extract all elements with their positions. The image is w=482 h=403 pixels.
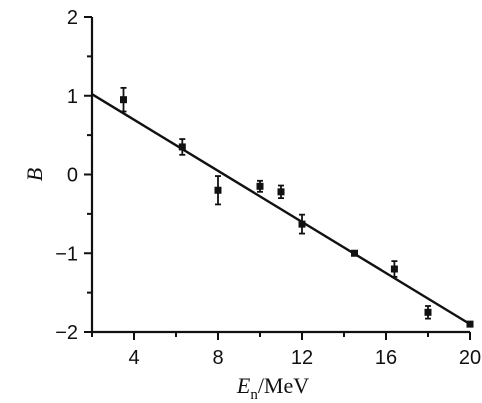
- data-point-group: [351, 249, 358, 257]
- data-point: [178, 143, 186, 151]
- data-points: [120, 86, 474, 328]
- x-axis-label-subscript: n: [250, 387, 258, 403]
- tick-labels: 2 1 0 −1 −2 4 8 12 16 20: [55, 7, 481, 369]
- data-point: [298, 220, 306, 228]
- data-point: [466, 320, 474, 328]
- y-tick-label: 1: [67, 86, 78, 108]
- y-tick-label: −1: [55, 243, 78, 265]
- x-axis-label-unit: /MeV: [258, 373, 309, 398]
- data-point-group: [390, 260, 398, 278]
- data-point: [214, 186, 222, 194]
- data-point: [256, 182, 264, 190]
- y-axis-label: B: [22, 168, 47, 181]
- data-point-group: [466, 320, 474, 328]
- ticks: [84, 16, 471, 340]
- x-axis-label-main: E: [236, 373, 251, 398]
- data-point: [424, 308, 432, 316]
- fit-line-group: [91, 93, 471, 326]
- data-point: [351, 249, 358, 257]
- data-point: [120, 96, 127, 104]
- x-tick-label: 4: [128, 347, 139, 369]
- axes: [90, 17, 470, 334]
- y-tick-label: −2: [55, 322, 78, 344]
- data-point-group: [214, 175, 222, 206]
- data-point-group: [178, 138, 186, 156]
- data-point: [277, 188, 285, 196]
- data-point: [390, 265, 398, 273]
- data-point-group: [256, 179, 264, 193]
- y-tick-label: 0: [67, 165, 78, 187]
- x-tick-label: 12: [291, 347, 313, 369]
- x-tick-label: 16: [375, 347, 397, 369]
- x-tick-label: 8: [212, 347, 223, 369]
- fit-line: [91, 93, 471, 326]
- y-tick-label: 2: [67, 7, 78, 29]
- x-axis-label: En/MeV: [236, 373, 309, 403]
- data-point-group: [277, 184, 285, 200]
- data-point-group: [424, 305, 432, 320]
- data-point-group: [120, 86, 127, 113]
- data-point-group: [298, 213, 306, 235]
- x-tick-label: 20: [459, 347, 481, 369]
